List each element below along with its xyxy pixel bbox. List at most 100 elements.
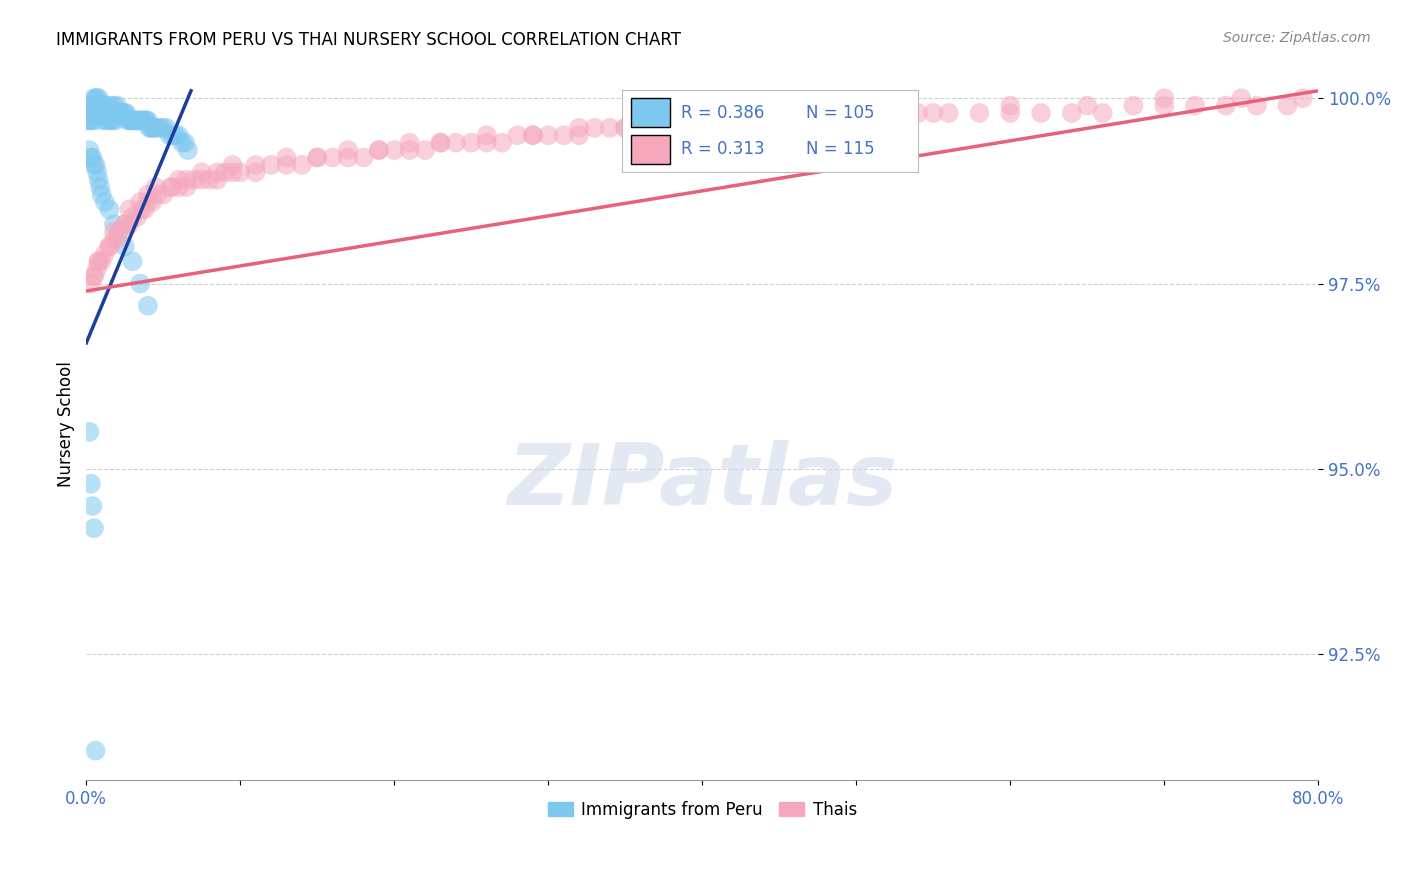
Point [537, 128, 560, 143]
Point [89, 106, 111, 120]
Point [367, 143, 389, 157]
Point [115, 106, 138, 120]
Point [444, 136, 467, 150]
Point [1060, 106, 1083, 120]
Point [139, 120, 162, 135]
Point [1246, 98, 1268, 112]
Point [112, 106, 135, 120]
Point [98, 239, 121, 253]
Point [97, 113, 120, 128]
Point [136, 299, 159, 313]
Point [1184, 98, 1206, 112]
Point [690, 113, 713, 128]
Point [86, 165, 108, 179]
Point [86, 261, 108, 276]
Point [118, 202, 141, 217]
Point [87, 172, 110, 186]
Point [614, 120, 637, 135]
Point [127, 210, 149, 224]
Point [214, 165, 236, 179]
Point [138, 120, 160, 135]
Point [89, 98, 111, 112]
Point [114, 239, 136, 253]
Point [132, 113, 155, 128]
Point [79, 113, 101, 128]
Point [120, 113, 142, 128]
Point [104, 113, 127, 128]
Point [245, 165, 267, 179]
Point [80, 476, 103, 491]
Point [76, 106, 98, 120]
Point [136, 194, 159, 209]
Point [90, 106, 112, 120]
Text: ZIPatlas: ZIPatlas [508, 440, 897, 523]
Point [1122, 98, 1144, 112]
Point [127, 113, 149, 128]
Point [82, 106, 104, 120]
Point [79, 143, 101, 157]
Point [98, 106, 121, 120]
Point [922, 106, 945, 120]
Point [108, 106, 131, 120]
Point [398, 136, 420, 150]
Point [706, 113, 728, 128]
Point [568, 120, 591, 135]
Point [191, 165, 214, 179]
Point [84, 98, 107, 112]
Point [98, 202, 121, 217]
Point [429, 136, 451, 150]
Point [83, 106, 105, 120]
Point [583, 120, 606, 135]
Point [83, 113, 105, 128]
Point [382, 143, 405, 157]
Point [84, 91, 107, 105]
Point [146, 120, 169, 135]
Point [167, 128, 190, 143]
Point [135, 113, 157, 128]
Point [149, 120, 172, 135]
Point [276, 151, 298, 165]
Point [100, 113, 122, 128]
Point [141, 120, 163, 135]
Point [90, 187, 112, 202]
Point [83, 98, 105, 112]
Point [108, 225, 131, 239]
Point [87, 254, 110, 268]
Point [82, 151, 104, 165]
Point [103, 217, 125, 231]
Point [229, 165, 252, 179]
Point [599, 120, 621, 135]
Point [429, 136, 451, 150]
Point [117, 113, 139, 128]
Point [136, 187, 159, 202]
Point [1153, 98, 1175, 112]
Point [121, 113, 143, 128]
Point [86, 98, 108, 112]
Point [103, 106, 125, 120]
Point [177, 143, 200, 157]
Point [129, 113, 152, 128]
Point [907, 106, 929, 120]
Point [167, 172, 190, 186]
Point [86, 106, 108, 120]
Point [79, 98, 101, 112]
Point [221, 158, 243, 172]
Point [136, 113, 159, 128]
Point [165, 128, 187, 143]
Point [183, 172, 205, 186]
Point [159, 128, 181, 143]
Point [107, 106, 129, 120]
Point [134, 113, 156, 128]
Point [91, 106, 114, 120]
Point [79, 425, 101, 439]
Point [96, 106, 118, 120]
Point [152, 120, 174, 135]
Point [1230, 91, 1253, 105]
Point [114, 106, 136, 120]
Point [1000, 106, 1022, 120]
Point [121, 254, 143, 268]
Point [83, 91, 105, 105]
Point [752, 113, 775, 128]
Point [76, 98, 98, 112]
Point [79, 106, 101, 120]
